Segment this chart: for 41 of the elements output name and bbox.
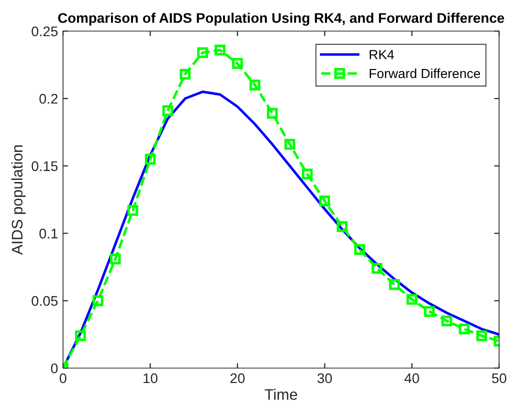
x-axis-title: Time [264, 388, 298, 400]
point [127, 204, 138, 216]
y-tick-label: 0.2 [39, 94, 58, 104]
point [75, 330, 86, 342]
point [424, 306, 435, 317]
x-tick-label: 20 [230, 373, 245, 384]
point [284, 138, 296, 150]
legend-label: RK4 [370, 50, 394, 60]
point [214, 44, 226, 56]
y-tick-label: 0.15 [32, 161, 58, 172]
x-tick-label: 50 [492, 373, 506, 384]
y-tick-label: 0.25 [32, 26, 58, 36]
y-tick-label: 0.1 [39, 228, 58, 238]
point [144, 154, 156, 165]
point [232, 58, 243, 69]
point [180, 68, 191, 80]
point [372, 262, 382, 274]
point [302, 168, 313, 180]
y-tick-label: 0.05 [32, 296, 58, 306]
point [389, 279, 400, 290]
point [110, 254, 121, 264]
y-axis-title: AIDS population [11, 145, 26, 255]
x-tick-label: 30 [317, 373, 332, 384]
point [336, 221, 348, 232]
point [441, 316, 452, 326]
point [92, 295, 104, 306]
point [406, 294, 418, 305]
legend-label: Forward Difference [370, 68, 480, 78]
x-tick-label: 0 [60, 373, 66, 384]
point [250, 80, 260, 90]
y-tick-label: 0 [51, 363, 58, 374]
x-tick-label: 10 [144, 373, 158, 384]
point [162, 105, 174, 116]
point [476, 330, 488, 342]
point [197, 47, 208, 58]
point [319, 196, 330, 206]
point [266, 108, 278, 119]
point [354, 244, 365, 255]
x-tick-label: 40 [404, 373, 420, 384]
point [458, 324, 470, 334]
chart-title: Comparison of AIDS Population Using RK4, and Forward Difference [58, 12, 504, 26]
